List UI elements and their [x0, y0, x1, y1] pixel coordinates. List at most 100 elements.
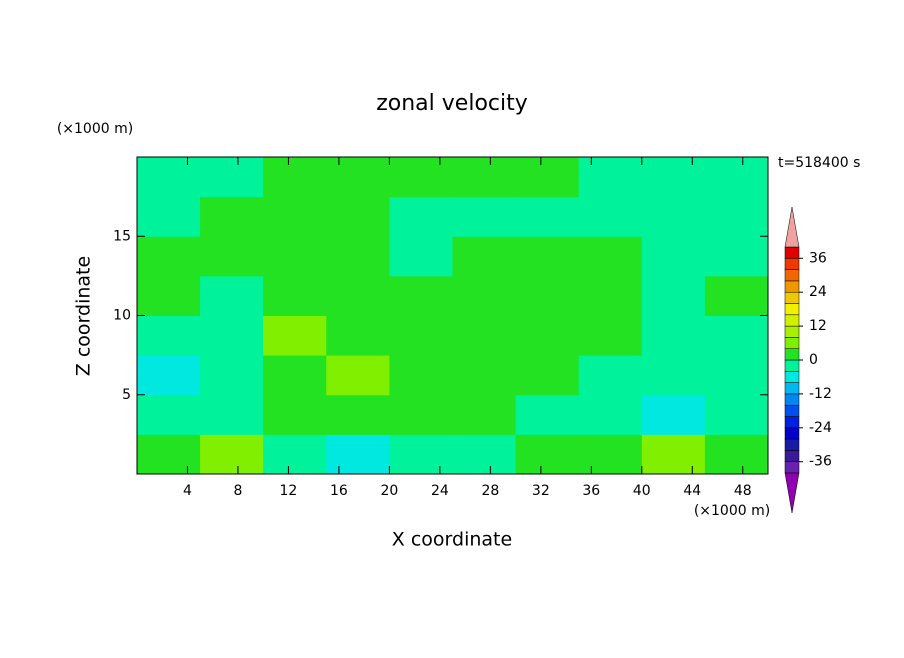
contour-cell	[326, 394, 390, 435]
contour-cell	[137, 275, 201, 316]
contour-cell	[452, 315, 517, 356]
colorbar-box	[784, 382, 800, 395]
contour-cell	[200, 315, 264, 356]
colorbar-box	[784, 427, 800, 440]
contour-cell	[641, 434, 706, 475]
contour-cell	[263, 315, 327, 356]
contour-cell	[263, 196, 327, 237]
contour-cell	[389, 236, 453, 277]
contour-cell	[515, 434, 580, 475]
contour-cell	[452, 236, 517, 277]
contour-cell	[326, 236, 390, 277]
contour-cell	[389, 196, 453, 237]
contour-cell	[641, 196, 706, 237]
x-unit: (×1000 m)	[694, 503, 770, 519]
contour-cell	[389, 434, 453, 475]
colorbar-box	[784, 314, 800, 327]
time-label: t=518400 s	[778, 155, 860, 171]
contour-cell	[326, 355, 390, 396]
contour-cell	[515, 157, 580, 198]
contour-cell	[452, 355, 517, 396]
colorbar-box	[784, 461, 800, 474]
colorbar-box	[784, 325, 800, 338]
y-tick-label: 10	[113, 308, 131, 324]
contour-cell	[641, 157, 706, 198]
x-tick-label: 12	[280, 483, 298, 499]
colorbar-tick-label: 0	[809, 352, 818, 368]
colorbar-box	[784, 280, 800, 293]
contour-cell	[578, 157, 643, 198]
colorbar-box	[784, 393, 800, 406]
contour-cell	[200, 275, 264, 316]
contour-cell	[704, 157, 769, 198]
contour-cell	[704, 434, 769, 475]
contour-cell	[137, 236, 201, 277]
colorbar-box	[784, 450, 800, 462]
contour-cell	[389, 394, 453, 435]
colorbar-tick-label: 24	[809, 284, 827, 300]
contour-cell	[578, 434, 643, 475]
contour-cell	[704, 236, 769, 277]
contour-cell	[200, 434, 264, 475]
contour-cell	[263, 157, 327, 198]
colorbar-box	[784, 269, 800, 282]
contour-cell	[641, 275, 706, 316]
chart-title: zonal velocity	[376, 91, 528, 116]
contour-cell	[326, 434, 390, 475]
colorbar-box	[784, 371, 800, 383]
contour-cell	[389, 355, 453, 396]
x-tick-label: 4	[183, 483, 192, 499]
contour-cell	[326, 157, 390, 198]
colorbar-box	[784, 291, 800, 304]
x-tick-label: 20	[380, 483, 398, 499]
contour-cell	[263, 275, 327, 316]
x-tick-label: 36	[582, 483, 600, 499]
x-tick-label: 32	[532, 483, 550, 499]
colorbar-box	[784, 404, 800, 417]
contour-cell	[515, 315, 580, 356]
contour-cell	[137, 394, 201, 435]
contour-cell	[515, 275, 580, 316]
y-axis-label: Z coordinate	[73, 256, 95, 376]
contour-cell	[137, 196, 201, 237]
contour-cell	[578, 394, 643, 435]
x-tick-label: 44	[683, 483, 701, 499]
contour-cell	[263, 236, 327, 277]
colorbar-box	[784, 337, 800, 349]
contour-cell	[452, 275, 517, 316]
contour-cell	[641, 236, 706, 277]
colorbar-tick-label: 36	[809, 250, 827, 266]
contour-cell	[452, 196, 517, 237]
y-tick-label: 5	[122, 387, 131, 403]
contour-cell	[515, 355, 580, 396]
contour-cell	[452, 434, 517, 475]
colorbar-box	[784, 416, 800, 429]
contour-cell	[578, 275, 643, 316]
contour-cell	[578, 196, 643, 237]
colorbar-box	[784, 438, 800, 451]
contour-cell	[263, 394, 327, 435]
colorbar-under	[784, 472, 800, 514]
contour-cell	[704, 315, 769, 356]
contour-cell	[389, 275, 453, 316]
contour-cell	[641, 394, 706, 435]
contour-cell	[326, 315, 390, 356]
contour-cell	[200, 236, 264, 277]
x-tick-label: 16	[330, 483, 348, 499]
contour-cell	[704, 355, 769, 396]
contour-cell	[641, 315, 706, 356]
contour-cell	[389, 315, 453, 356]
contour-cell	[200, 196, 264, 237]
contour-cell	[263, 355, 327, 396]
contour-cell	[515, 196, 580, 237]
contour-cell	[452, 157, 517, 198]
contour-cell	[389, 157, 453, 198]
x-tick-label: 28	[481, 483, 499, 499]
contour-cell	[200, 157, 264, 198]
contour-cell	[137, 157, 201, 198]
colorbar-box	[784, 246, 800, 259]
contour-cell	[137, 315, 201, 356]
colorbar-tick-label: -12	[809, 386, 832, 402]
colorbar-box	[784, 258, 800, 270]
